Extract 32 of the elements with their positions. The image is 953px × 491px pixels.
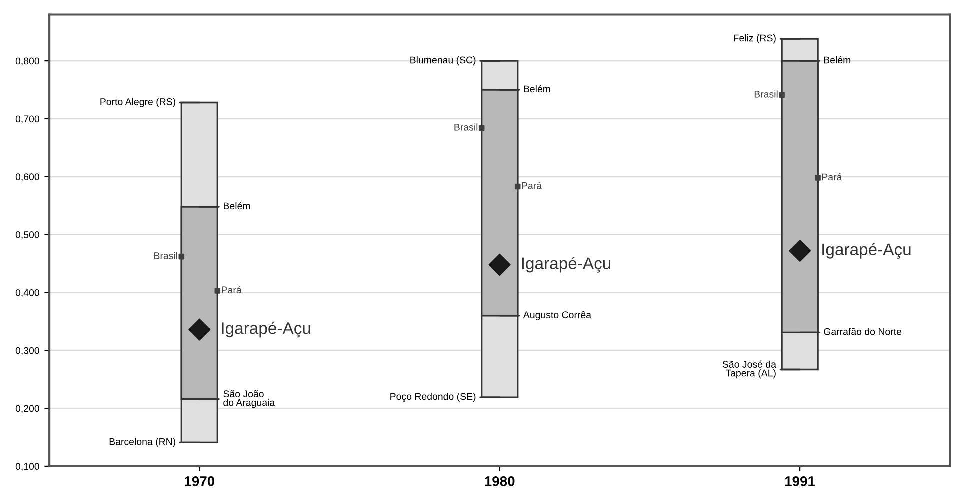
text: Pará	[522, 182, 542, 190]
text: Brasil	[454, 124, 478, 131]
y-tick-label: 0,300	[16, 347, 40, 356]
y-tick-label: 0,600	[16, 174, 40, 182]
annotation: Belém	[524, 85, 550, 93]
x-tick-label: 1970	[185, 476, 215, 486]
x-tick-label: 1991	[785, 476, 816, 486]
text: Pará	[822, 173, 842, 181]
annotation: Belém	[824, 56, 851, 64]
x-tick-label: 1980	[485, 476, 515, 486]
series-label: Brasil	[154, 252, 178, 260]
annotation: Augusto Corrêa	[523, 311, 592, 320]
series-label: Pará	[222, 286, 242, 294]
annotation: Garrafão do Norte	[824, 328, 902, 336]
y-tick-label: 0,800	[16, 58, 40, 66]
annotation: Blumenau (SC)	[410, 56, 476, 66]
y-tick-label: 0,100	[16, 463, 40, 472]
series-label: Igarapé-Açu	[222, 322, 310, 338]
annotation: Belém	[224, 202, 250, 210]
text: Igarapé-Açu	[822, 243, 911, 259]
annotation: Porto Alegre (RS)	[100, 98, 176, 108]
y-tick-label: 0,700	[16, 116, 40, 124]
annotation: Barcelona (RN)	[110, 438, 176, 448]
y-tick-label: 0,500	[16, 232, 40, 240]
y-tick-label: 0,400	[16, 289, 40, 298]
y-tick-label: 0,200	[16, 405, 40, 414]
annotation: Feliz (RS)	[734, 34, 776, 44]
text: Brasil	[754, 90, 778, 98]
text: Igarapé-Açu	[522, 257, 611, 273]
annotation: São João do Araguaia	[224, 390, 276, 408]
annotation: São José da Tapera (AL)	[722, 360, 776, 379]
annotation: Poço Redondo (SE)	[390, 392, 476, 402]
